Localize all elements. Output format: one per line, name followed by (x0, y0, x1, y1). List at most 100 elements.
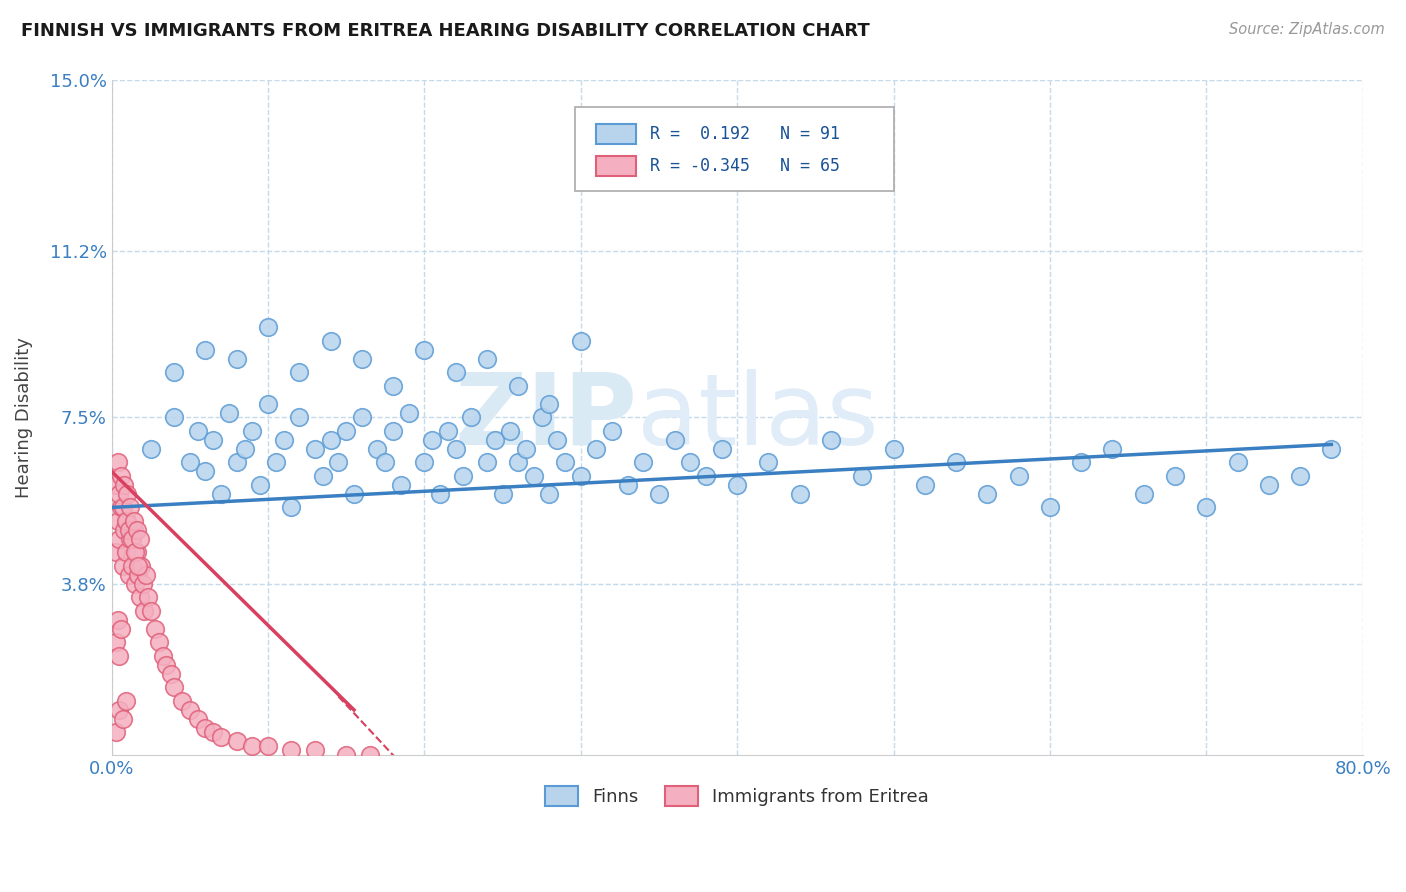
Point (112, 478, 135, 492)
Point (264, 455, 287, 469)
Point (118, 568, 141, 582)
Point (128, 591, 150, 605)
Text: atlas: atlas (637, 369, 879, 466)
Point (108, 532, 131, 546)
Point (110, 622, 132, 636)
Point (202, 725, 225, 739)
Point (600, 424, 623, 438)
Point (202, 433, 225, 447)
Point (420, 433, 443, 447)
Point (389, 478, 412, 492)
Point (194, 721, 217, 735)
Point (127, 558, 149, 573)
Point (105, 725, 128, 739)
Point (1007, 469, 1029, 483)
Point (122, 523, 145, 537)
Point (1039, 500, 1062, 515)
Point (1101, 442, 1123, 456)
Point (152, 648, 174, 663)
Point (382, 424, 405, 438)
Point (664, 433, 686, 447)
Point (160, 667, 183, 681)
Point (273, 433, 295, 447)
Bar (596, 155, 636, 176)
Point (569, 334, 592, 348)
Point (257, 739, 280, 753)
Text: R = -0.345   N = 65: R = -0.345 N = 65 (650, 157, 839, 175)
Point (194, 343, 217, 357)
Point (398, 406, 420, 420)
Point (319, 433, 342, 447)
Point (139, 604, 162, 618)
Point (163, 681, 186, 695)
Point (209, 730, 232, 744)
Point (233, 442, 256, 456)
Text: ZIP: ZIP (454, 369, 637, 466)
Point (124, 545, 146, 559)
Point (304, 743, 326, 757)
Point (335, 747, 357, 762)
Point (179, 703, 201, 717)
Point (413, 455, 436, 469)
Point (546, 433, 568, 447)
Point (107, 455, 129, 469)
Point (112, 523, 135, 537)
Point (105, 635, 128, 649)
Point (1195, 500, 1218, 515)
Point (695, 469, 717, 483)
Point (569, 469, 592, 483)
Point (366, 442, 388, 456)
Point (242, 739, 264, 753)
Point (108, 487, 131, 501)
Point (350, 410, 373, 425)
Point (350, 351, 373, 366)
Point (288, 410, 311, 425)
Point (343, 487, 366, 501)
Point (1289, 469, 1312, 483)
Point (1226, 455, 1249, 469)
Point (976, 487, 998, 501)
Point (508, 379, 530, 393)
Point (304, 442, 326, 456)
Point (242, 424, 264, 438)
Point (225, 351, 247, 366)
Point (120, 532, 142, 546)
Point (530, 410, 553, 425)
Point (127, 568, 149, 582)
Point (882, 442, 904, 456)
Point (475, 351, 498, 366)
Point (851, 469, 873, 483)
Point (508, 455, 530, 469)
Point (117, 514, 139, 528)
Point (148, 635, 170, 649)
Point (225, 734, 247, 748)
Text: FINNISH VS IMMIGRANTS FROM ERITREA HEARING DISABILITY CORRELATION CHART: FINNISH VS IMMIGRANTS FROM ERITREA HEARI… (21, 22, 870, 40)
Point (328, 455, 350, 469)
Point (108, 703, 131, 717)
Point (120, 500, 142, 515)
Point (108, 648, 131, 663)
Point (1164, 469, 1187, 483)
Point (110, 469, 132, 483)
Point (114, 514, 136, 528)
Point (110, 500, 132, 515)
Point (194, 465, 217, 479)
Point (111, 500, 134, 515)
Point (491, 487, 513, 501)
Point (710, 442, 733, 456)
Point (218, 406, 240, 420)
FancyBboxPatch shape (575, 107, 893, 192)
Point (758, 455, 780, 469)
Point (132, 577, 155, 591)
Point (312, 469, 335, 483)
Point (155, 657, 177, 672)
Point (523, 469, 546, 483)
Point (475, 455, 498, 469)
Text: Source: ZipAtlas.com: Source: ZipAtlas.com (1229, 22, 1385, 37)
Point (499, 424, 522, 438)
Point (444, 366, 467, 380)
Point (444, 442, 467, 456)
Point (538, 397, 561, 411)
Point (633, 455, 655, 469)
Point (437, 424, 460, 438)
